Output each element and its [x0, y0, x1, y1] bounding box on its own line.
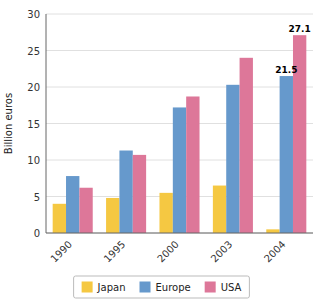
y-tick-label: 30: [27, 9, 40, 20]
bar: [280, 76, 293, 233]
bar: [119, 151, 132, 233]
y-tick-label: 25: [27, 46, 40, 57]
y-axis-label: Billion euros: [3, 93, 14, 154]
legend-label: USA: [221, 282, 242, 293]
annotation: 27.1: [289, 24, 311, 34]
bar: [159, 193, 172, 233]
legend-swatch: [82, 282, 93, 293]
grid-line: [46, 87, 313, 88]
legend-frame: [74, 276, 250, 298]
annotation: 21.5: [275, 65, 297, 75]
legend-label: Japan: [97, 282, 126, 293]
bar: [53, 204, 66, 233]
chart-container: 0 5 10 15 20 25 30 1990 1995 2000 2003 2004 Billion …: [0, 0, 323, 305]
bar: [213, 186, 226, 233]
bar: [173, 107, 186, 233]
bar: [79, 188, 92, 233]
bar: [186, 96, 199, 233]
grid: [46, 14, 313, 233]
legend-label: Europe: [156, 282, 191, 293]
grid-line: [46, 233, 313, 234]
legend: Japan Europe USA: [74, 276, 250, 298]
bar: [226, 85, 239, 233]
bar: [266, 229, 279, 233]
x-axis: [46, 233, 313, 234]
chart: 0 5 10 15 20 25 30 1990 1995 2000 2003 2004 Billion …: [0, 0, 323, 305]
y-tick-label: 20: [27, 82, 40, 93]
bar: [240, 58, 253, 233]
x-tick-label: 1990: [48, 239, 74, 265]
y-tick-label: 10: [27, 155, 40, 166]
bar: [66, 176, 79, 233]
x-tick-label: 2004: [262, 239, 288, 265]
y-axis: [46, 14, 47, 233]
legend-swatch: [205, 282, 216, 293]
bar: [133, 155, 146, 233]
grid-line: [46, 14, 313, 15]
bar: [106, 198, 119, 233]
bars: [53, 35, 307, 233]
y-tick-label: 0: [34, 228, 40, 239]
y-tick-label: 5: [34, 192, 40, 203]
grid-line: [46, 50, 313, 51]
x-tick-label: 2000: [155, 239, 181, 265]
x-tick-label: 2003: [209, 239, 235, 265]
y-tick-label: 15: [27, 119, 40, 130]
x-tick-label: 1995: [102, 239, 128, 265]
legend-swatch: [140, 282, 151, 293]
